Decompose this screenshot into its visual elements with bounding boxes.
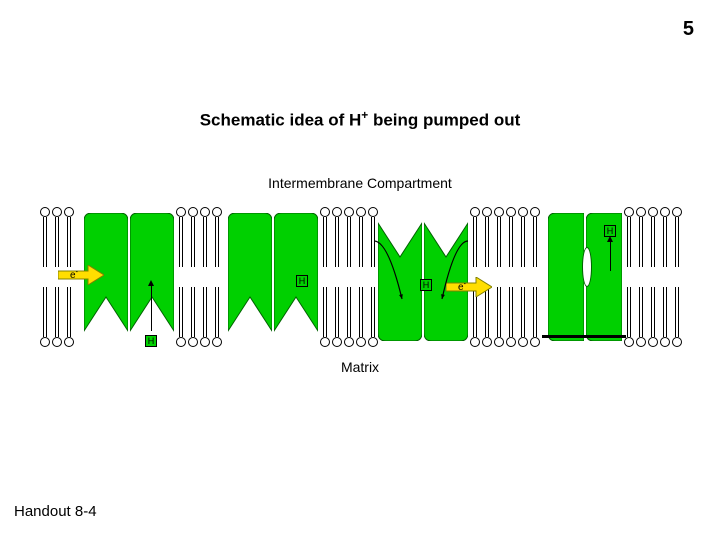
phospholipid: [494, 207, 504, 347]
handout-label: Handout 8-4: [14, 503, 97, 520]
proton-marker: H: [420, 279, 432, 291]
phospholipid: [624, 207, 634, 347]
phospholipid: [344, 207, 354, 347]
slide-number: 5: [683, 18, 694, 41]
proton-marker: H: [145, 335, 157, 347]
channel-pore: [582, 247, 592, 287]
pump-arrow: [610, 241, 611, 271]
membrane-protein: [228, 213, 272, 341]
phospholipid: [320, 207, 330, 347]
phospholipid: [176, 207, 186, 347]
phospholipid: [200, 207, 210, 347]
membrane-diagram: Intermembrane Compartment HHHHe-e- Matri…: [38, 175, 682, 375]
matrix-label: Matrix: [38, 359, 682, 375]
phospholipid: [212, 207, 222, 347]
phospholipid: [188, 207, 198, 347]
phospholipid: [636, 207, 646, 347]
diagram-title: Schematic idea of H+ being pumped out: [0, 108, 720, 131]
phospholipid: [530, 207, 540, 347]
membrane-region: HHHHe-e-: [38, 207, 682, 347]
electron-arrow: e-: [58, 265, 104, 285]
proton-marker: H: [296, 275, 308, 287]
phospholipid: [506, 207, 516, 347]
flow-arrow: [436, 235, 474, 305]
title-pre: Schematic idea of H: [200, 111, 362, 130]
pump-arrow: [151, 285, 152, 331]
membrane-protein: [130, 213, 174, 341]
phospholipid: [648, 207, 658, 347]
phospholipid: [660, 207, 670, 347]
phospholipid: [672, 207, 682, 347]
membrane-protein: [548, 213, 584, 341]
phospholipid: [356, 207, 366, 347]
phospholipid: [40, 207, 50, 347]
channel-base-bar: [542, 335, 626, 338]
phospholipid: [332, 207, 342, 347]
flow-arrow: [368, 235, 408, 305]
phospholipid: [518, 207, 528, 347]
intermembrane-label: Intermembrane Compartment: [38, 175, 682, 191]
title-post: being pumped out: [368, 111, 520, 130]
